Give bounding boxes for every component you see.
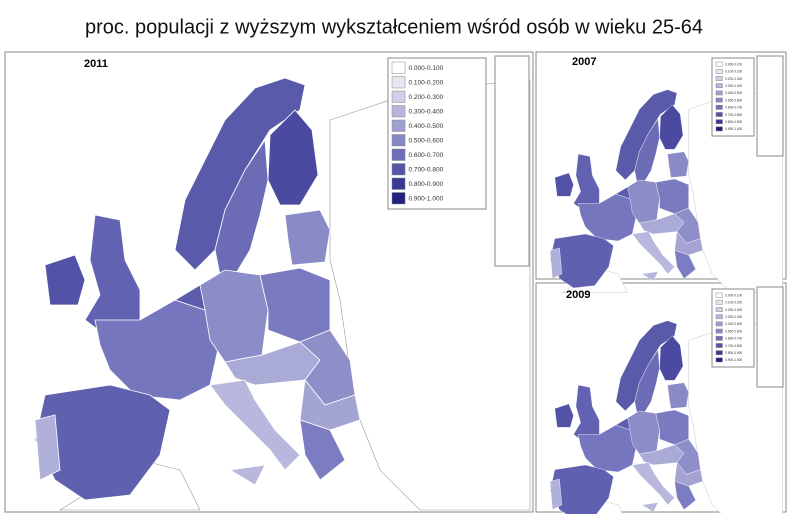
legend-swatch [715,68,723,74]
legend-label: 0.900-1.000 [409,195,444,202]
legend-swatch [715,321,723,327]
legend-label: 0.300-0.400 [725,315,742,319]
legend-label: 0.700-0.800 [725,113,742,117]
legend-swatch [715,292,723,298]
insets [494,55,784,388]
legend-swatch [391,119,406,132]
legend-label: 0.900-1.000 [725,358,742,362]
legend-swatch [715,328,723,334]
legend-label: 0.600-0.700 [725,337,742,341]
legend-label: 0.500-0.600 [409,137,444,144]
title: proc. populacji z wyższym wykształceniem… [85,16,703,38]
legend-swatch [715,335,723,341]
legend-swatch [391,163,406,176]
legend-swatch [715,90,723,96]
legend-swatch [715,350,723,356]
legend-label: 0.200-0.300 [725,308,742,312]
legend-swatch [715,61,723,67]
legend-swatch [715,83,723,89]
legend-label: 0.600-0.700 [409,152,444,159]
legend-swatch [715,357,723,363]
legend-swatch [391,90,406,103]
legend-label: 0.100-0.200 [409,79,444,86]
legend-swatch [715,343,723,348]
legend-label: 0.200-0.300 [409,94,444,101]
legend-swatch [715,126,723,132]
legend-swatch [391,105,406,118]
legend-label: 0.700-0.800 [409,166,444,173]
legend-swatch [715,314,723,320]
legend-label: 0.500-0.600 [725,329,742,333]
legend-swatch [391,177,406,190]
legend-label: 0.400-0.500 [725,91,742,95]
legend-label: 0.800-0.900 [409,181,444,188]
map-label: 2007 [572,56,596,68]
legend-label: 0.100-0.200 [725,70,742,74]
legend-swatch [715,76,723,81]
legend-label: 0.300-0.400 [725,84,742,88]
legend-swatch [715,104,723,110]
legend-label: 0.300-0.400 [409,108,444,115]
legend-label: 0.600-0.700 [725,106,742,110]
legend-label: 0.500-0.600 [725,98,742,102]
legend-label: 0.100-0.200 [725,301,742,305]
legend-label: 0.900-1.000 [725,127,742,131]
map-label: 2009 [566,289,590,301]
legend-swatch [715,119,723,125]
legend-label: 0.800-0.900 [725,351,742,355]
legend-swatch [391,192,406,205]
legend-swatch [391,76,406,89]
legend-label: 0.000-0.100 [725,62,742,66]
legend-label: 0.200-0.300 [725,77,742,81]
legend-label: 0.400-0.500 [725,322,742,326]
legend-swatch [715,112,723,117]
legend-label: 0.000-0.100 [725,293,742,297]
legend-label: 0.800-0.900 [725,120,742,124]
map-label: 2011 [84,58,108,70]
legend-label: 0.000-0.100 [409,65,444,72]
legend-swatch [391,61,406,74]
legend-swatch [391,134,406,147]
legend-label: 0.700-0.800 [725,344,742,348]
legend-swatch [715,299,723,305]
legend-swatch [715,97,723,103]
legend-swatch [715,307,723,312]
legend-label: 0.400-0.500 [409,123,444,130]
legend-swatch [391,148,406,161]
